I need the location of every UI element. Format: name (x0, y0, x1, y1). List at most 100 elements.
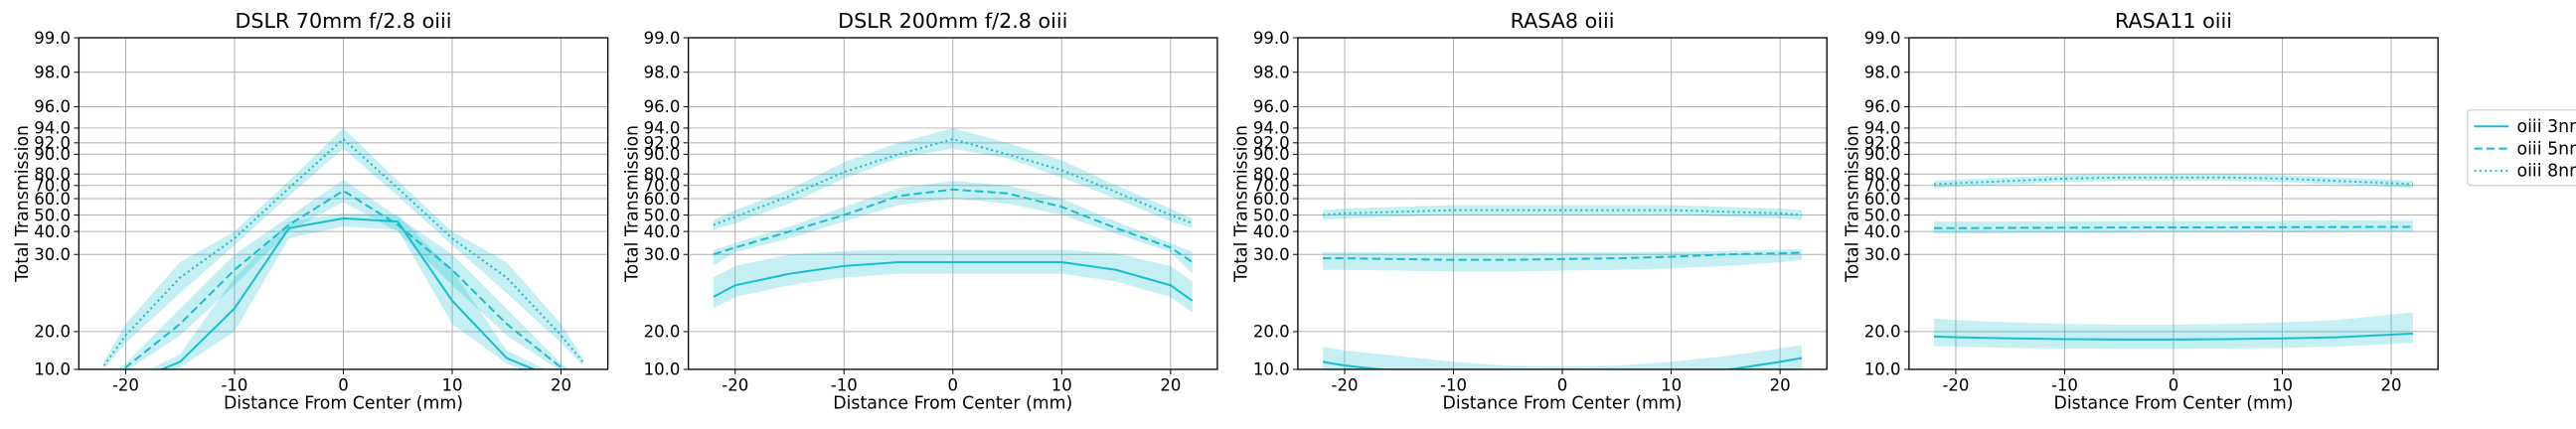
subplot-title: DSLR 200mm f/2.8 oiii (838, 9, 1067, 33)
y-tick-label: 92.0 (1864, 134, 1901, 153)
y-tick-label: 10.0 (34, 360, 71, 379)
y-tick-label: 10.0 (1864, 360, 1901, 379)
confidence-band (1934, 174, 2413, 189)
y-tick-label: 94.0 (1253, 119, 1290, 138)
axes-frame (78, 37, 609, 370)
x-tick-label: -10 (221, 375, 247, 394)
axes-frame (1908, 37, 2439, 370)
y-tick-label: 99.0 (34, 29, 71, 48)
subplot: DSLR 70mm f/2.8 oiii 10.0 20.0 30.0 40.050.0… (13, 9, 609, 414)
axes-frame (1297, 37, 1828, 370)
x-tick-label: 0 (948, 375, 959, 394)
legend-label: oiii 3nm (2516, 117, 2576, 137)
series-line (713, 188, 1194, 263)
x-tick-label: -20 (1332, 375, 1359, 394)
y-tick-label: 90.0 (1253, 145, 1290, 164)
subplot: RASA11 oiii 10.0 20.0 30.0 40.050.060.070.08… (1844, 9, 2439, 414)
plot-area (1322, 205, 1803, 369)
y-tick-label: 40.0 (34, 222, 71, 241)
y-tick-label: 90.0 (34, 145, 71, 164)
y-tick-label: 80.0 (1864, 165, 1901, 184)
x-tick-label: -20 (1942, 375, 1969, 394)
y-tick-label: 10.0 (644, 360, 681, 379)
y-tick-label: 94.0 (644, 119, 681, 138)
y-tick-label: 50.0 (1864, 206, 1901, 224)
y-tick-label: 10.0 (1253, 360, 1290, 379)
y-tick-label: 70.0 (1253, 177, 1290, 196)
x-tick-label: 20 (2381, 375, 2402, 394)
y-tick-label: 98.0 (1864, 64, 1901, 82)
subplot: RASA8 oiii 10.0 20.0 30.0 40.050.060.070.080… (1232, 9, 1828, 414)
subplot-title: RASA11 oiii (2115, 9, 2232, 33)
y-tick-label: 40.0 (1253, 222, 1290, 241)
y-axis-label: Total Transmission (1844, 125, 1863, 283)
series-line (159, 216, 537, 369)
subplot: DSLR 200mm f/2.8 oiii 10.0 20.0 30.0 40.050.… (622, 9, 1218, 414)
series-line (1322, 357, 1803, 369)
y-tick-label: 30.0 (644, 245, 681, 264)
x-tick-label: 10 (2272, 375, 2293, 394)
y-tick-label: 60.0 (644, 190, 681, 209)
y-tick-label: 30.0 (34, 245, 71, 264)
legend: oiii 3nmoiii 5nm oiii 8nm (2467, 109, 2576, 187)
y-tick-label: 40.0 (1864, 222, 1901, 241)
y-axis-label: Total Transmission (1232, 125, 1252, 283)
series-line (713, 261, 1194, 302)
confidence-band (1323, 205, 1803, 220)
x-axis-label: Distance From Center (mm) (833, 394, 1072, 414)
subplot-title: DSLR 70mm f/2.8 oiii (235, 9, 451, 33)
x-tick-label: -20 (722, 375, 748, 394)
x-tick-label: 10 (1051, 375, 1072, 394)
series-line (1934, 332, 2414, 341)
y-tick-label: 50.0 (34, 206, 71, 224)
x-axis-label: Distance From Center (mm) (224, 394, 463, 414)
x-axis-label: Distance From Center (mm) (2053, 394, 2293, 414)
confidence-band (1323, 248, 1803, 272)
y-tick-label: 99.0 (1864, 29, 1901, 48)
y-tick-label: 96.0 (1864, 97, 1901, 116)
y-tick-label: 96.0 (644, 97, 681, 116)
y-tick-label: 98.0 (34, 64, 71, 82)
confidence-band (713, 127, 1193, 230)
x-tick-label: 10 (442, 375, 463, 394)
y-tick-label: 98.0 (644, 64, 681, 82)
y-tick-label: 94.0 (1864, 119, 1901, 138)
series-line (1933, 176, 2414, 186)
x-axis-label: Distance From Center (mm) (1443, 394, 1683, 414)
y-tick-label: 60.0 (1864, 190, 1901, 209)
y-tick-label: 20.0 (1864, 323, 1901, 342)
y-tick-label: 96.0 (34, 97, 71, 116)
series-line (1323, 209, 1803, 216)
y-tick-label: 92.0 (34, 134, 71, 153)
series-line (1934, 225, 2413, 229)
legend-label: oiii 5nm (2516, 139, 2576, 159)
series-line (102, 137, 584, 366)
y-tick-label: 80.0 (1253, 165, 1290, 184)
y-tick-label: 70.0 (34, 177, 71, 196)
y-tick-label: 40.0 (644, 222, 681, 241)
plot-area (1933, 174, 2414, 350)
y-tick-label: 30.0 (1253, 245, 1290, 264)
y-tick-label: 92.0 (1253, 134, 1290, 153)
confidence-band (713, 249, 1193, 313)
x-tick-label: 20 (551, 375, 571, 394)
y-tick-label: 50.0 (1253, 206, 1290, 224)
x-tick-label: -10 (2051, 375, 2078, 394)
x-tick-label: 10 (1661, 375, 1682, 394)
x-tick-label: 20 (1160, 375, 1181, 394)
y-tick-label: 98.0 (1253, 64, 1290, 82)
y-tick-label: 60.0 (34, 190, 71, 209)
axes-frame (687, 37, 1218, 370)
confidence-band (713, 181, 1193, 274)
y-tick-label: 80.0 (644, 165, 681, 184)
x-tick-label: 0 (1557, 375, 1568, 394)
y-tick-label: 60.0 (1253, 190, 1290, 209)
y-tick-label: 50.0 (644, 206, 681, 224)
y-axis-label: Total Transmission (622, 125, 642, 283)
y-tick-label: 90.0 (644, 145, 681, 164)
y-tick-label: 96.0 (1253, 97, 1290, 116)
y-tick-label: 94.0 (34, 119, 71, 138)
